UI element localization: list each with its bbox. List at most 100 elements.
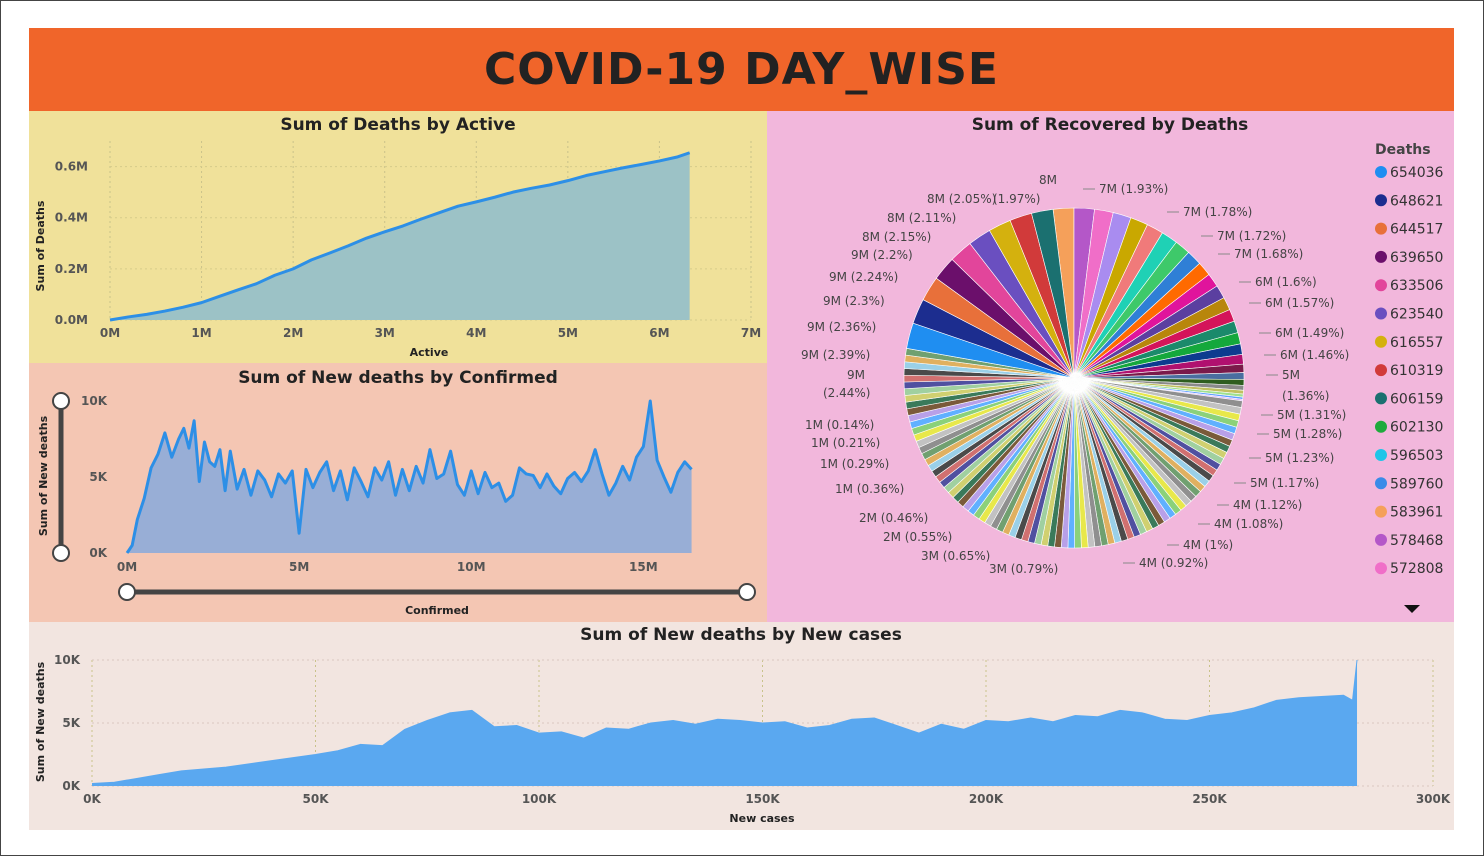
panel-recovered-by-deaths: Sum of Recovered by Deaths 7M (1.93%) 7M … [767, 111, 1454, 622]
x-tick-label: 10M [457, 560, 486, 574]
x-tick-label: 100K [522, 792, 557, 806]
legend-marker [1375, 250, 1387, 263]
pie-slice-label: 9M (2.3%) [823, 294, 885, 308]
chart-deaths-by-active[interactable]: Sum of Deaths by Active 0M 1M 2M 3M 4M 5M 6M 7M… [29, 111, 767, 363]
x-tick-label: 5M [289, 560, 309, 574]
y-slider-handle-min[interactable] [52, 544, 70, 562]
legend-item[interactable]: 616557 [1390, 335, 1443, 351]
pie-slice-label: 7M (1.68%) [1234, 247, 1303, 261]
pie-slice-label: 4M (1.12%) [1233, 498, 1302, 512]
pie-slice-label: 5M (1.17%) [1250, 476, 1319, 490]
legend-marker [1375, 222, 1387, 235]
y-tick-label: 5K [62, 716, 80, 730]
pie-slice-label: 9M [847, 368, 865, 382]
pie-slice-label: 8M (2.11%) [887, 211, 956, 225]
pie-slice-label: 1M (0.21%) [811, 436, 880, 450]
y-slider-handle-max[interactable] [52, 392, 70, 410]
legend-marker [1375, 307, 1387, 320]
x-slider-handle-min[interactable] [118, 583, 136, 601]
pie-slice-label: 1M (0.14%) [805, 418, 874, 432]
pie-slice-label: 4M (1%) [1183, 538, 1233, 552]
pie-slice-label: 6M (1.46%) [1280, 348, 1349, 362]
y-tick-label: 5K [89, 470, 107, 484]
legend-marker [1375, 505, 1387, 518]
pie-slice-label: 9M (2.2%) [851, 248, 913, 262]
legend-item[interactable]: 610319 [1390, 363, 1443, 379]
legend-marker [1375, 533, 1387, 546]
x-tick-label: 50K [303, 792, 330, 806]
area-fill [92, 660, 1358, 786]
pie-slice-label: 1M (0.36%) [835, 482, 904, 496]
pie-slice-label: 9M (2.24%) [829, 270, 898, 284]
pie-slice-label: 3M (0.79%) [989, 562, 1058, 576]
legend-marker [1375, 477, 1387, 490]
chart-new-deaths-by-new-cases[interactable]: Sum of New deaths by New cases 0K 50K 100K… [29, 622, 1454, 830]
x-tick-label: 2M [283, 326, 303, 340]
legend-item[interactable]: 633506 [1390, 278, 1444, 294]
legend-marker [1375, 392, 1387, 405]
pie-slice-label: 2M (0.55%) [883, 530, 952, 544]
y-tick-label: 0.4M [55, 211, 88, 225]
chart-title: Sum of New deaths by Confirmed [238, 368, 558, 388]
x-tick-label: 3M [375, 326, 395, 340]
x-range-slider[interactable] [118, 583, 756, 601]
pie-slice-label: 4M (1.08%) [1214, 517, 1283, 531]
pie-slice-label: 8M (2.05%) [927, 192, 996, 206]
pie-slice[interactable] [1031, 208, 1075, 379]
chart-recovered-by-deaths[interactable]: Sum of Recovered by Deaths 7M (1.93%) 7M … [767, 111, 1454, 622]
x-tick-label: 200K [969, 792, 1004, 806]
y-axis-label: Sum of Deaths [34, 200, 47, 291]
y-tick-label: 0K [89, 546, 107, 560]
x-tick-label: 7M [741, 326, 761, 340]
pie-slice-label: 8M (2.15%) [862, 230, 931, 244]
legend-item[interactable]: 583961 [1390, 505, 1443, 521]
x-tick-label: 0M [117, 560, 137, 574]
pie-slice-label: (2.44%) [823, 386, 870, 400]
pie-slice-label: 2M (0.46%) [859, 511, 928, 525]
legend-item[interactable]: 602130 [1390, 420, 1443, 436]
x-tick-label: 0M [100, 326, 120, 340]
legend-item[interactable]: 578468 [1390, 533, 1443, 549]
y-range-slider[interactable] [52, 392, 70, 562]
legend-item[interactable]: 644517 [1390, 222, 1443, 238]
chart-new-deaths-by-confirmed[interactable]: Sum of New deaths by Confirmed 0M 5M 10M 15… [29, 363, 767, 622]
x-tick-label: 150K [745, 792, 780, 806]
area-fill [127, 401, 692, 553]
legend-marker [1375, 335, 1387, 348]
pie-slice-label: 6M (1.6%) [1255, 275, 1317, 289]
x-tick-label: 300K [1416, 792, 1451, 806]
y-tick-label: 0.6M [55, 160, 88, 174]
pie-legend: Deaths 654036 648621 644517 639650 633506 623… [1375, 142, 1444, 577]
legend-item[interactable]: 596503 [1390, 448, 1443, 464]
legend-item[interactable]: 606159 [1390, 391, 1443, 407]
pie-slice-label: 5M (1.23%) [1265, 451, 1334, 465]
legend-marker [1375, 364, 1387, 377]
legend-item[interactable]: 654036 [1390, 165, 1444, 181]
chart-title: Sum of Deaths by Active [280, 115, 515, 135]
x-tick-label: 4M [466, 326, 486, 340]
x-slider-handle-max[interactable] [738, 583, 756, 601]
pie-slice-label: 5M (1.31%) [1277, 408, 1346, 422]
x-tick-label: 5M [558, 326, 578, 340]
legend-marker [1375, 194, 1387, 207]
pie-slice-label: 3M (0.65%) [921, 549, 990, 563]
x-axis-label: New cases [729, 812, 795, 825]
legend-title: Deaths [1375, 142, 1431, 158]
pie-slice-label: 1M (0.29%) [820, 457, 889, 471]
pie-slice-label: 9M (2.39%) [801, 348, 870, 362]
y-axis-label: Sum of New deaths [34, 661, 47, 782]
x-tick-label: 0K [83, 792, 101, 806]
legend-item[interactable]: 589760 [1390, 476, 1443, 492]
legend-scroll-down-icon[interactable] [1404, 605, 1420, 613]
x-axis-label: Confirmed [405, 604, 469, 617]
legend-marker [1375, 166, 1387, 178]
pie-slice-label: (1.97%) [993, 192, 1040, 206]
legend-item[interactable]: 648621 [1390, 193, 1443, 209]
chart-title: Sum of New deaths by New cases [580, 625, 902, 645]
legend-item[interactable]: 623540 [1390, 307, 1443, 323]
x-tick-label: 15M [629, 560, 658, 574]
x-tick-label: 1M [191, 326, 211, 340]
legend-item[interactable]: 572808 [1390, 561, 1443, 577]
legend-item[interactable]: 639650 [1390, 250, 1443, 266]
x-tick-label: 6M [649, 326, 669, 340]
